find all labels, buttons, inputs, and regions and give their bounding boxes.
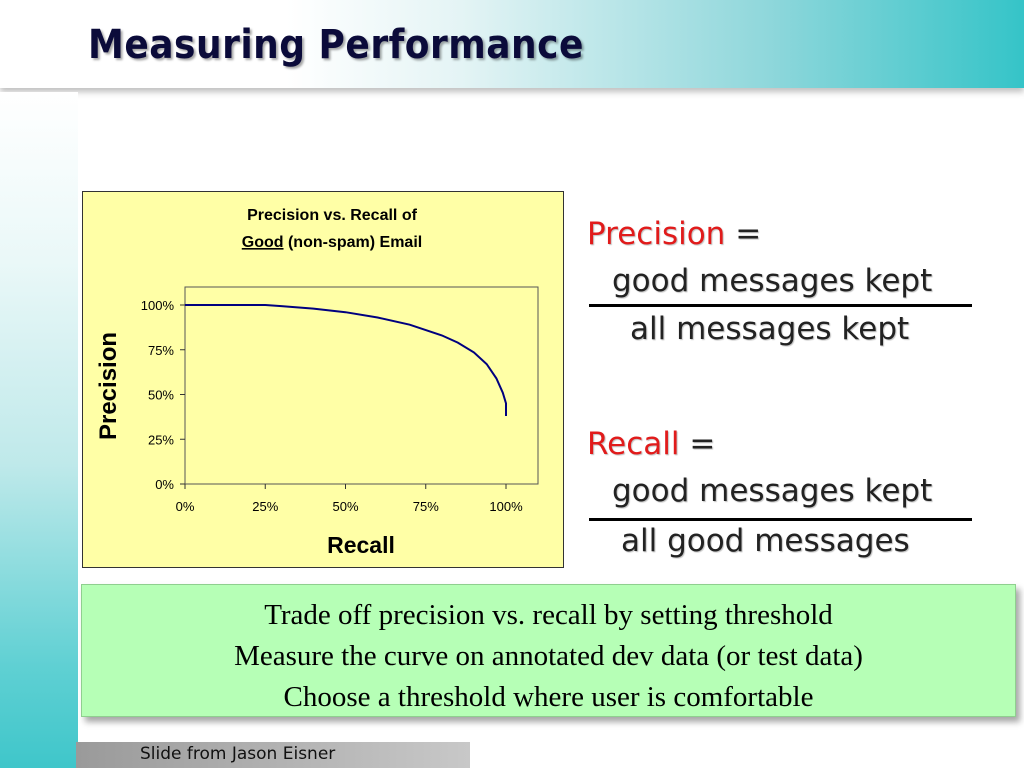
footer-credit: Slide from Jason Eisner bbox=[140, 744, 336, 764]
x-tick-label: 25% bbox=[252, 499, 278, 514]
recall-term: Recall bbox=[587, 426, 680, 462]
chart-title-rest: (non-spam) Email bbox=[284, 234, 423, 251]
recall-denominator: all good messages bbox=[621, 523, 910, 559]
page-title: Measuring Performance bbox=[88, 22, 584, 68]
series-line bbox=[185, 304, 507, 416]
y-tick-label: 75% bbox=[148, 343, 174, 358]
chart-panel: Precision vs. Recall of Good (non-spam) … bbox=[82, 191, 564, 568]
summary-line-1: Trade off precision vs. recall by settin… bbox=[264, 599, 833, 631]
x-axis-label: Recall bbox=[327, 532, 395, 558]
x-tick-label: 50% bbox=[332, 499, 358, 514]
y-tick-label: 100% bbox=[141, 298, 175, 313]
summary-box: Trade off precision vs. recall by settin… bbox=[81, 584, 1016, 717]
title-bar bbox=[0, 0, 1024, 88]
chart-title-line-2: Good (non-spam) Email bbox=[242, 234, 422, 251]
precision-equals: = bbox=[735, 216, 762, 252]
x-tick-label: 100% bbox=[489, 499, 523, 514]
x-tick-label: 75% bbox=[413, 499, 439, 514]
footer-bar: Slide from Jason Eisner bbox=[76, 742, 470, 768]
plot-area bbox=[184, 286, 539, 485]
x-tick-label: 0% bbox=[176, 499, 195, 514]
summary-line-2: Measure the curve on annotated dev data … bbox=[234, 640, 863, 672]
y-tick-label: 25% bbox=[148, 432, 174, 447]
precision-recall-chart: Precision vs. Recall of Good (non-spam) … bbox=[95, 207, 539, 558]
recall-equals: = bbox=[689, 426, 716, 462]
precision-numerator: good messages kept bbox=[612, 263, 933, 299]
recall-fraction-line bbox=[589, 518, 972, 521]
axes: 0% 25% 50% 75% 100% 0% 25% 50% 75% 100% bbox=[141, 298, 523, 514]
recall-numerator: good messages kept bbox=[612, 473, 933, 509]
chart-title-good: Good bbox=[242, 234, 284, 251]
y-tick-label: 50% bbox=[148, 388, 174, 403]
summary-line-3: Choose a threshold where user is comfort… bbox=[283, 681, 814, 713]
chart-title-line-1: Precision vs. Recall of bbox=[247, 207, 418, 224]
precision-fraction-line bbox=[589, 304, 972, 307]
y-tick-label: 0% bbox=[155, 477, 174, 492]
precision-term: Precision bbox=[587, 216, 726, 252]
y-axis-label: Precision bbox=[95, 332, 122, 440]
precision-denominator: all messages kept bbox=[630, 311, 910, 347]
recall-formula-head: Recall = bbox=[587, 426, 715, 462]
left-decorative-strip bbox=[0, 92, 78, 768]
precision-formula-head: Precision = bbox=[587, 216, 761, 252]
